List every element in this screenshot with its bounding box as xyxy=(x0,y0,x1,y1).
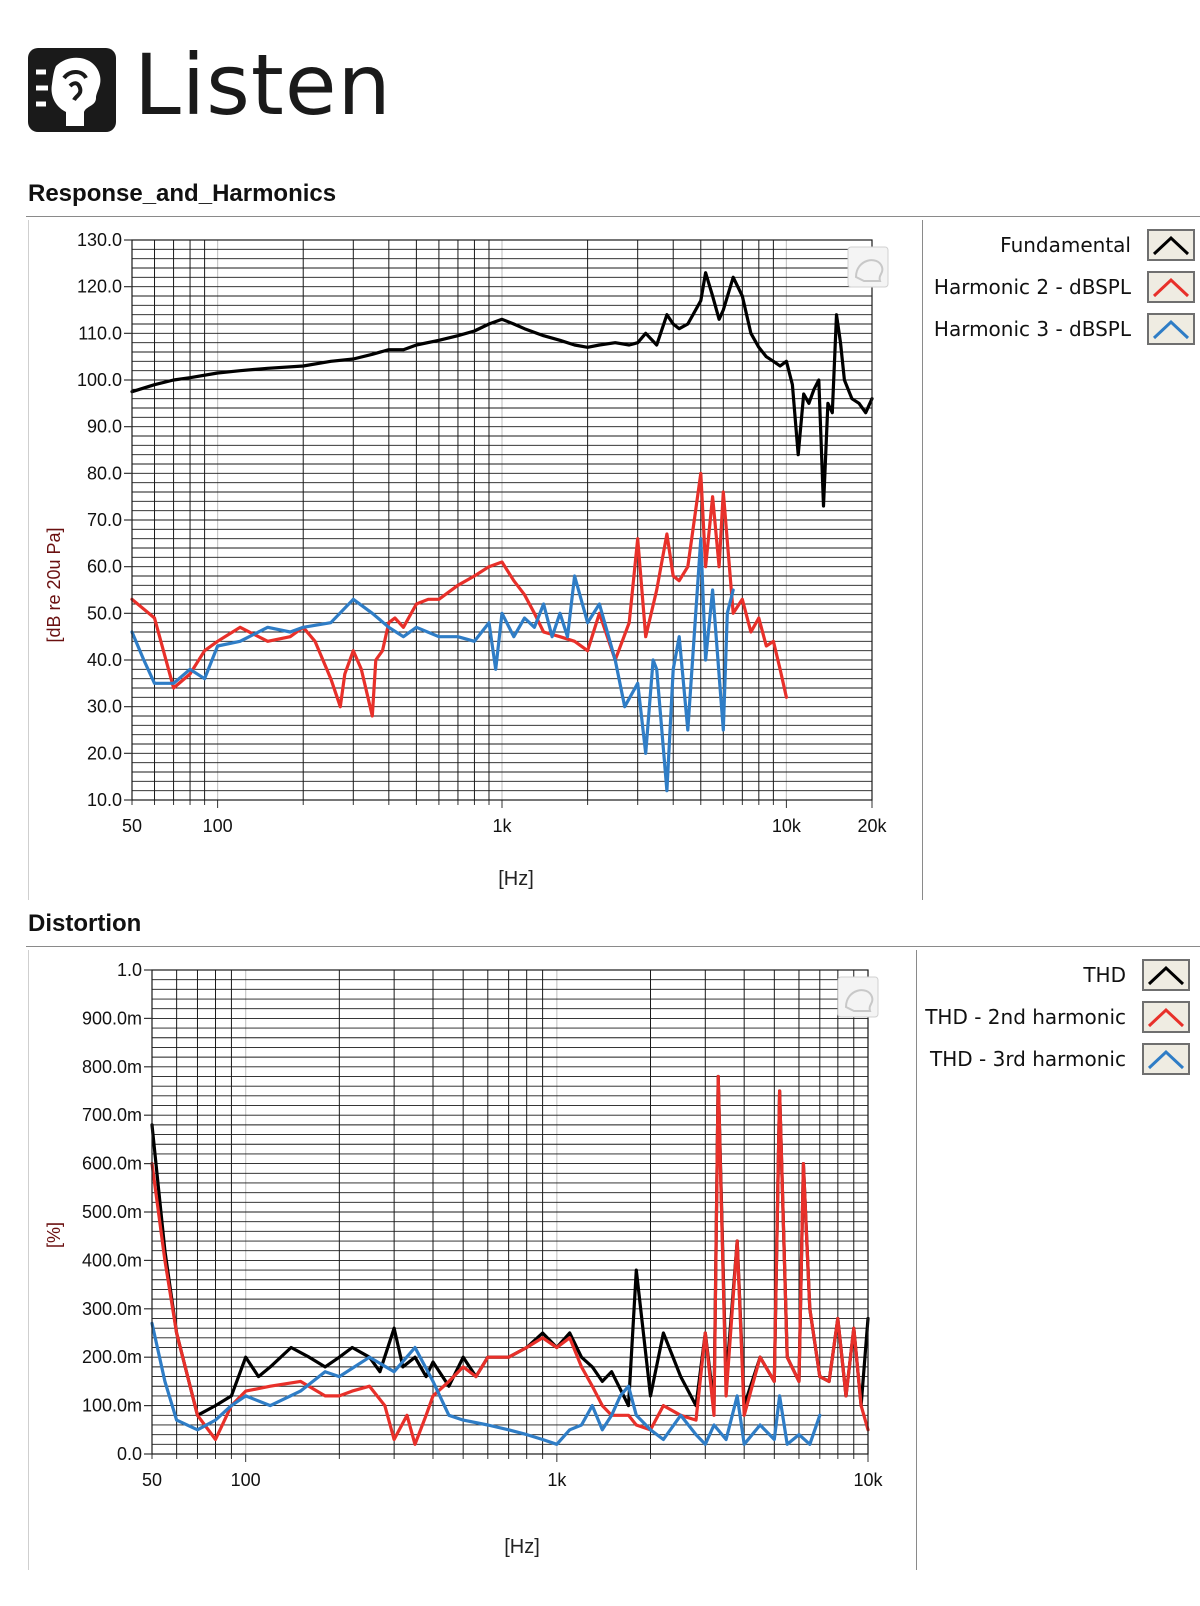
y-tick-label: 900.0m xyxy=(82,1008,142,1028)
thd-2nd-swatch-icon[interactable] xyxy=(1142,1001,1190,1033)
fundamental-swatch-icon[interactable] xyxy=(1147,229,1195,261)
x-tick-label: 20k xyxy=(857,816,887,836)
response-axes: 130.0 120.0 110.0 100.0 90.0 80.0 70.0 60.0 50.0… xyxy=(77,230,888,836)
y-tick-label: 800.0m xyxy=(82,1057,142,1077)
response-panel-left-edge xyxy=(28,220,29,900)
y-tick-label: 1.0 xyxy=(117,960,142,980)
distortion-grid xyxy=(151,969,869,1455)
legend-label-harmonic-2: Harmonic 2 - dBSPL xyxy=(933,275,1131,299)
series-line-1 xyxy=(150,1074,870,1446)
y-tick-label: 700.0m xyxy=(82,1105,142,1125)
distortion-panel-left-edge xyxy=(28,950,29,1570)
harmonic-2-swatch-icon[interactable] xyxy=(1147,271,1195,303)
graph-palette-icon[interactable] xyxy=(837,976,879,1018)
legend-item-fundamental[interactable]: Fundamental xyxy=(1000,227,1195,263)
y-tick-label: 300.0m xyxy=(82,1299,142,1319)
series-line-1 xyxy=(130,471,789,718)
response-panel-right-edge xyxy=(922,220,923,900)
legend-label-fundamental: Fundamental xyxy=(1000,233,1131,257)
x-tick-label: 50 xyxy=(142,1470,162,1490)
distortion-axes: 1.0 900.0m 800.0m 700.0m 600.0m 500.0m 400.0m 3… xyxy=(82,960,884,1490)
distortion-series-group xyxy=(150,1074,870,1446)
y-tick-label: 100.0 xyxy=(77,370,122,390)
y-tick-label: 0.0 xyxy=(117,1444,142,1464)
x-tick-label: 1k xyxy=(547,1470,567,1490)
thd-swatch-icon[interactable] xyxy=(1142,959,1190,991)
x-tick-label: 10k xyxy=(853,1470,883,1490)
legend-item-harmonic-2[interactable]: Harmonic 2 - dBSPL xyxy=(934,269,1195,305)
brand-logo: Listen xyxy=(26,36,426,138)
legend-item-thd-3rd[interactable]: THD - 3rd harmonic xyxy=(930,1041,1190,1077)
y-tick-label: 600.0m xyxy=(82,1154,142,1174)
y-tick-label: 400.0m xyxy=(82,1250,142,1270)
y-tick-label: 60.0 xyxy=(87,557,122,577)
series-line-0 xyxy=(150,1074,870,1417)
graph-palette-icon[interactable] xyxy=(847,246,889,288)
listen-head-logo-icon xyxy=(28,48,116,132)
y-tick-label: 40.0 xyxy=(87,650,122,670)
legend-item-harmonic-3[interactable]: Harmonic 3 - dBSPL xyxy=(934,311,1195,347)
y-tick-label: 200.0m xyxy=(82,1347,142,1367)
series-line-0 xyxy=(130,271,874,508)
harmonic-3-swatch-icon[interactable] xyxy=(1147,313,1195,345)
y-tick-label: 500.0m xyxy=(82,1202,142,1222)
response-section-rule xyxy=(26,216,1200,217)
x-tick-label: 1k xyxy=(492,816,512,836)
response-series-group xyxy=(130,271,874,793)
distortion-x-axis-label: [Hz] xyxy=(504,1536,540,1558)
legend-label-harmonic-3: Harmonic 3 - dBSPL xyxy=(933,317,1131,341)
brand-name: Listen xyxy=(134,36,392,134)
distortion-chart: 1.0 900.0m 800.0m 700.0m 600.0m 500.0m 400.0m 3… xyxy=(44,960,884,1558)
distortion-y-axis-label: [%] xyxy=(44,1222,64,1248)
legend-label-thd: THD xyxy=(1083,963,1126,987)
y-tick-label: 20.0 xyxy=(87,743,122,763)
y-tick-label: 50.0 xyxy=(87,603,122,623)
response-legend: Fundamental Harmonic 2 - dBSPL Harmonic … xyxy=(925,225,1195,365)
distortion-section-rule xyxy=(26,946,1200,947)
series-line-2 xyxy=(150,1321,822,1446)
y-tick-label: 10.0 xyxy=(87,790,122,810)
thd-3rd-swatch-icon[interactable] xyxy=(1142,1043,1190,1075)
y-tick-label: 80.0 xyxy=(87,463,122,483)
y-tick-label: 100.0m xyxy=(82,1396,142,1416)
series-line-2 xyxy=(130,537,735,793)
y-tick-label: 70.0 xyxy=(87,510,122,530)
distortion-section-title: Distortion xyxy=(28,910,142,937)
y-tick-label: 30.0 xyxy=(87,697,122,717)
response-x-axis-label: [Hz] xyxy=(498,868,534,890)
x-tick-label: 100 xyxy=(231,1470,261,1490)
legend-item-thd-2nd[interactable]: THD - 2nd harmonic xyxy=(925,999,1190,1035)
x-tick-label: 10k xyxy=(772,816,802,836)
legend-label-thd-2nd: THD - 2nd harmonic xyxy=(925,1005,1126,1029)
y-tick-label: 90.0 xyxy=(87,417,122,437)
response-section-title: Response_and_Harmonics xyxy=(28,180,337,207)
legend-item-thd[interactable]: THD xyxy=(1083,957,1190,993)
y-tick-label: 110.0 xyxy=(78,323,122,343)
distortion-panel-right-edge xyxy=(916,950,917,1570)
y-tick-label: 130.0 xyxy=(77,230,122,250)
y-tick-label: 120.0 xyxy=(77,277,122,297)
response-grid xyxy=(131,239,873,801)
x-tick-label: 100 xyxy=(203,816,233,836)
response-chart: 130.0 120.0 110.0 100.0 90.0 80.0 70.0 60.0 50.0… xyxy=(44,230,889,890)
distortion-legend: THD THD - 2nd harmonic THD - 3rd harmoni… xyxy=(925,955,1190,1095)
legend-label-thd-3rd: THD - 3rd harmonic xyxy=(930,1047,1126,1071)
x-tick-label: 50 xyxy=(122,816,142,836)
response-y-axis-label: [dB re 20u Pa] xyxy=(44,527,64,642)
